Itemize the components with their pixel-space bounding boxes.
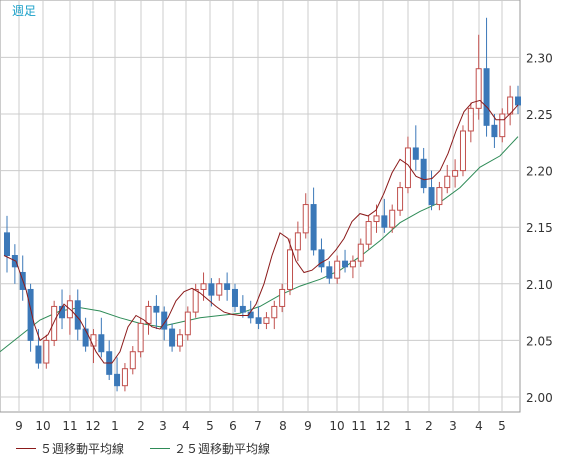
y-tick-label: 2.10: [526, 278, 553, 292]
candle-body: [294, 232, 301, 251]
x-tick-label: 9: [15, 419, 23, 433]
candle-body: [349, 260, 356, 268]
candle-body: [192, 288, 199, 313]
candle-body: [129, 351, 136, 370]
candle-body: [255, 317, 262, 324]
y-tick-label: 2.20: [526, 165, 553, 179]
candle-body: [169, 328, 176, 347]
candle-body: [4, 232, 10, 256]
candle-body: [499, 113, 506, 138]
x-tick-label: 11: [62, 419, 77, 433]
legend-ma5: ５週移動平均線: [16, 438, 124, 458]
x-tick-label: 2: [137, 419, 145, 433]
candle-body: [145, 305, 152, 324]
candle-body: [98, 334, 105, 353]
candle-body: [35, 345, 42, 364]
legend-ma25-swatch: [150, 447, 170, 449]
x-tick-label: 3: [449, 419, 457, 433]
legend-ma5-label: ５週移動平均線: [40, 441, 125, 456]
candle-body: [82, 328, 89, 347]
ma25-line: [0, 136, 519, 353]
y-tick-label: 2.30: [526, 51, 553, 65]
candle-body: [200, 283, 207, 290]
x-tick-label: 6: [229, 419, 237, 433]
x-tick-label: 11: [351, 419, 366, 433]
x-tick-label: 1: [111, 419, 119, 433]
x-tick-label: 8: [279, 419, 287, 433]
x-tick-label: 9: [304, 419, 312, 433]
candle-body: [365, 221, 372, 245]
candle-body: [279, 288, 286, 307]
y-tick-label: 2.15: [526, 221, 553, 235]
x-tick-label: 5: [498, 419, 506, 433]
candle-body: [184, 311, 191, 336]
candle-body: [216, 283, 223, 296]
candle-body: [51, 305, 58, 341]
legend-ma5-swatch: [16, 447, 36, 449]
y-tick-label: 2.25: [526, 108, 553, 122]
legend-ma25: ２５週移動平均線: [150, 438, 270, 458]
candle-body: [381, 215, 388, 228]
x-tick-label: 5: [206, 419, 214, 433]
candle-body: [428, 187, 435, 206]
candle-body: [43, 339, 50, 364]
x-tick-label: 7: [254, 419, 262, 433]
candle-body: [397, 187, 404, 211]
candle-body: [121, 368, 128, 387]
candle-body: [491, 124, 498, 138]
candle-body: [515, 96, 521, 106]
candle-body: [452, 170, 459, 177]
candle-body: [231, 288, 238, 307]
ma5-line: [3, 99, 519, 364]
candle-body: [302, 204, 309, 234]
candle-body: [318, 249, 325, 268]
candle-body: [153, 305, 160, 313]
candle-body: [357, 243, 364, 262]
candle-body: [444, 175, 451, 189]
y-tick-label: 2.05: [526, 334, 553, 348]
candle-body: [436, 187, 443, 206]
candle-body: [271, 305, 278, 319]
candle-body: [475, 68, 482, 109]
candle-body: [420, 158, 427, 189]
candle-body: [310, 204, 317, 251]
x-tick-label: 1: [404, 419, 412, 433]
candle-body: [161, 311, 168, 330]
x-tick-label: 12: [85, 419, 100, 433]
candle-body: [239, 305, 246, 313]
x-tick-label: 3: [159, 419, 167, 433]
candle-body: [412, 147, 419, 160]
candle-body: [467, 107, 474, 132]
candle-body: [224, 283, 231, 290]
candle-body: [342, 260, 349, 268]
legend-ma25-label: ２５週移動平均線: [174, 441, 271, 456]
candle-body: [373, 215, 380, 223]
y-tick-label: 2.00: [526, 391, 553, 405]
candle-body: [263, 317, 270, 324]
candle-body: [114, 373, 121, 387]
period-label: 週足: [12, 4, 36, 18]
candle-body: [334, 260, 341, 279]
candle-body: [90, 334, 97, 347]
x-tick-label: 10: [35, 419, 50, 433]
x-tick-label: 4: [182, 419, 190, 433]
candle-body: [27, 288, 34, 341]
candle-body: [176, 334, 183, 347]
x-tick-label: 12: [375, 419, 390, 433]
candle-body: [137, 322, 144, 353]
candle-body: [287, 249, 294, 290]
candle-body: [208, 283, 215, 296]
candle-body: [459, 130, 466, 172]
candle-body: [389, 209, 396, 228]
x-tick-label: 2: [425, 419, 433, 433]
candle-body: [483, 68, 490, 126]
x-tick-label: 4: [475, 419, 483, 433]
x-tick-label: 10: [329, 419, 344, 433]
candle-body: [326, 266, 333, 279]
